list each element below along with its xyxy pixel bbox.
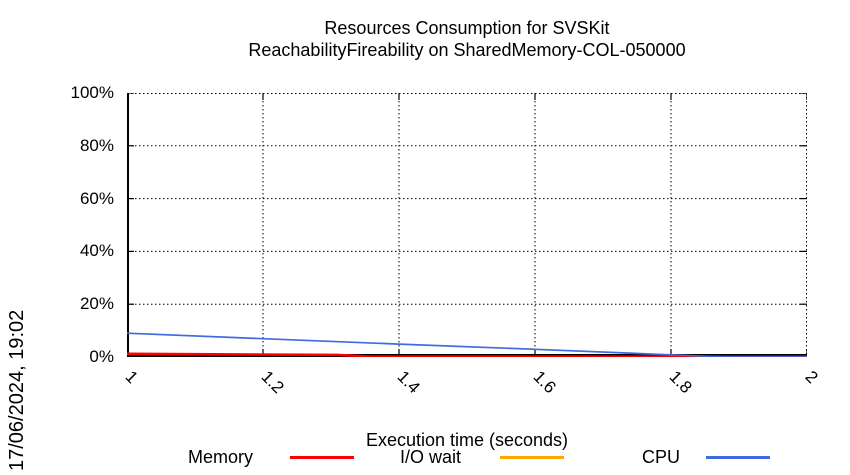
y-tick-label: 40% [79,241,114,261]
x-tick-label: 1.4 [393,367,424,398]
legend-swatch-i-o-wait [500,456,564,459]
x-tick-label: 1 [121,367,142,388]
y-tick-label: 100% [70,83,114,102]
legend-swatch-cpu [706,456,770,459]
x-tick-label: 2 [801,367,822,388]
chart-title-line-2: ReachabilityFireability on SharedMemory-… [248,40,686,60]
series-line-cpu [127,332,807,357]
chart-title: Resources Consumption for SVSKit Reachab… [127,17,807,61]
x-tick-label: 1.6 [529,367,560,398]
legend-swatch-memory [290,456,354,459]
y-axis-labels: 0% 20% 40% 60% 80% 100% [0,0,114,475]
y-tick-label: 20% [79,294,114,314]
chart-title-line-1: Resources Consumption for SVSKit [324,18,610,38]
x-axis-title: Execution time (seconds) [365,430,569,450]
plot-area [127,93,807,357]
series-line-memory [127,352,807,357]
x-tick-label: 1.2 [257,367,288,398]
x-tick-label: 1.8 [665,367,696,398]
y-tick-label: 80% [79,135,114,155]
y-tick-label: 0% [89,347,114,366]
y-tick-label: 60% [79,188,114,208]
chart-canvas [127,93,807,357]
